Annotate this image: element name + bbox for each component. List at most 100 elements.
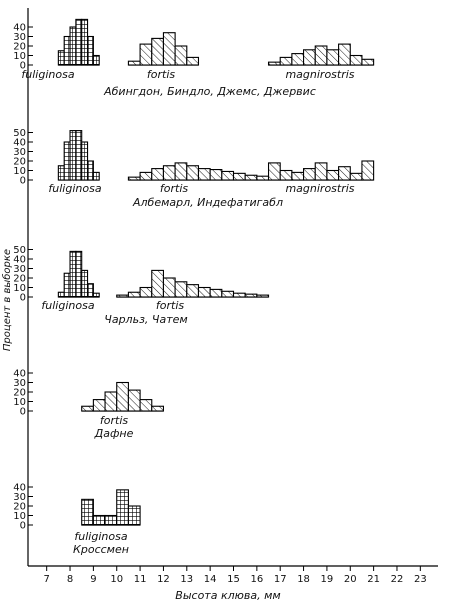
histogram-bar: [139, 43, 153, 66]
y-tick-zero: 0: [20, 293, 26, 304]
histogram-bar: [174, 281, 188, 298]
histogram-bar: [151, 269, 164, 298]
axes-layer: [27, 8, 438, 571]
bars-layer: [57, 18, 375, 526]
histogram-bar: [75, 18, 83, 66]
histogram-bar: [81, 141, 89, 181]
histogram-bar: [162, 277, 176, 298]
histogram-bar: [197, 168, 211, 181]
histogram-bar: [221, 170, 235, 181]
histogram-bar: [92, 54, 100, 66]
y-tick-label: 30: [13, 147, 26, 158]
y-tick-label: 40: [13, 369, 26, 380]
y-tick-label: 30: [13, 32, 26, 43]
histogram-bar: [86, 283, 94, 298]
species-label: fuliginosa: [74, 530, 127, 543]
histogram-bar: [81, 269, 89, 298]
histogram-bar: [174, 162, 188, 181]
x-tick-label: 12: [157, 574, 170, 585]
histogram-bar: [92, 171, 100, 181]
y-tick-zero: 0: [20, 61, 26, 72]
histogram-bar: [92, 399, 106, 412]
y-tick-label: 20: [13, 157, 26, 168]
y-tick-label: 50: [13, 245, 26, 256]
histogram-bar: [151, 37, 164, 66]
x-tick-label: 18: [297, 574, 310, 585]
species-label: fuliginosa: [21, 68, 74, 81]
histogram-bar: [57, 50, 65, 66]
island-group-label: Албемарл, Индефатигабл: [132, 196, 283, 209]
y-tick-label: 40: [13, 255, 26, 266]
histogram-bar: [221, 290, 235, 298]
histogram-bar: [63, 272, 71, 298]
histogram-bar: [86, 160, 94, 181]
histogram-bar: [139, 286, 153, 298]
x-tick-label: 20: [344, 574, 357, 585]
histogram-bar: [232, 172, 246, 181]
histogram-bar: [349, 172, 363, 181]
x-tick-label: 23: [414, 574, 427, 585]
histogram-bar: [291, 53, 305, 66]
y-tick-label: 10: [13, 511, 26, 522]
island-group-label: Дафне: [94, 427, 134, 440]
species-label: fuliginosa: [41, 299, 94, 312]
histogram-bar: [303, 49, 316, 66]
histogram-bar: [267, 61, 281, 66]
histogram-bar: [186, 56, 200, 66]
y-tick-label: 10: [13, 397, 26, 408]
histogram-bar: [174, 45, 188, 66]
histogram-bar: [63, 141, 71, 181]
y-tick-label: 10: [13, 166, 26, 177]
y-tick-label: 20: [13, 388, 26, 399]
histogram-bar: [232, 292, 246, 298]
y-tick-label: 20: [13, 274, 26, 285]
x-axis-label: Высота клюва, мм: [175, 589, 280, 602]
x-tick-label: 10: [110, 574, 123, 585]
histogram-bar: [209, 169, 223, 181]
histogram-bar: [338, 166, 351, 181]
histogram-bar: [104, 391, 118, 412]
histogram-bar: [127, 176, 141, 181]
x-tick-label: 22: [391, 574, 404, 585]
histogram-bar: [244, 174, 258, 181]
y-tick-label: 30: [13, 264, 26, 275]
histogram-bar: [81, 18, 89, 66]
y-tick-label: 20: [13, 502, 26, 513]
histogram-bar: [127, 389, 141, 412]
histogram-bar: [279, 169, 293, 181]
species-label: fortis: [100, 414, 128, 427]
island-group-label: Абингдон, Биндло, Джемс, Джервис: [103, 85, 316, 98]
histogram-bar: [291, 171, 305, 181]
histogram-bar: [63, 35, 71, 66]
x-tick-label: 9: [90, 574, 96, 585]
y-tick-label: 10: [13, 51, 26, 62]
x-tick-label: 11: [134, 574, 147, 585]
y-tick-label: 30: [13, 378, 26, 389]
histogram-bar: [151, 405, 164, 412]
species-label: magnirostris: [285, 68, 354, 81]
histogram-bar: [186, 165, 200, 181]
histogram-bar: [116, 381, 129, 412]
histogram-bar: [256, 294, 270, 298]
y-tick-zero: 0: [20, 176, 26, 187]
histogram-bar: [279, 56, 293, 66]
y-tick-label: 40: [13, 23, 26, 34]
histogram-bar: [81, 498, 94, 526]
histogram-bar: [81, 405, 94, 412]
island-group-label: Чарльз, Чатем: [104, 313, 187, 326]
histogram-bar: [256, 175, 270, 181]
y-axis-label: Процент в выборке: [1, 249, 13, 351]
y-tick-zero: 0: [20, 521, 26, 532]
histogram-bar: [267, 162, 281, 181]
y-tick-label: 40: [13, 483, 26, 494]
histogram-bar: [162, 32, 176, 66]
histogram-bar: [57, 165, 65, 181]
histogram-bar: [139, 171, 153, 181]
histogram-bar: [69, 26, 77, 66]
histogram-bar: [116, 489, 129, 526]
y-tick-zero: 0: [20, 407, 26, 418]
y-tick-label: 20: [13, 42, 26, 53]
x-tick-label: 21: [367, 574, 380, 585]
histogram-bar: [361, 58, 375, 66]
